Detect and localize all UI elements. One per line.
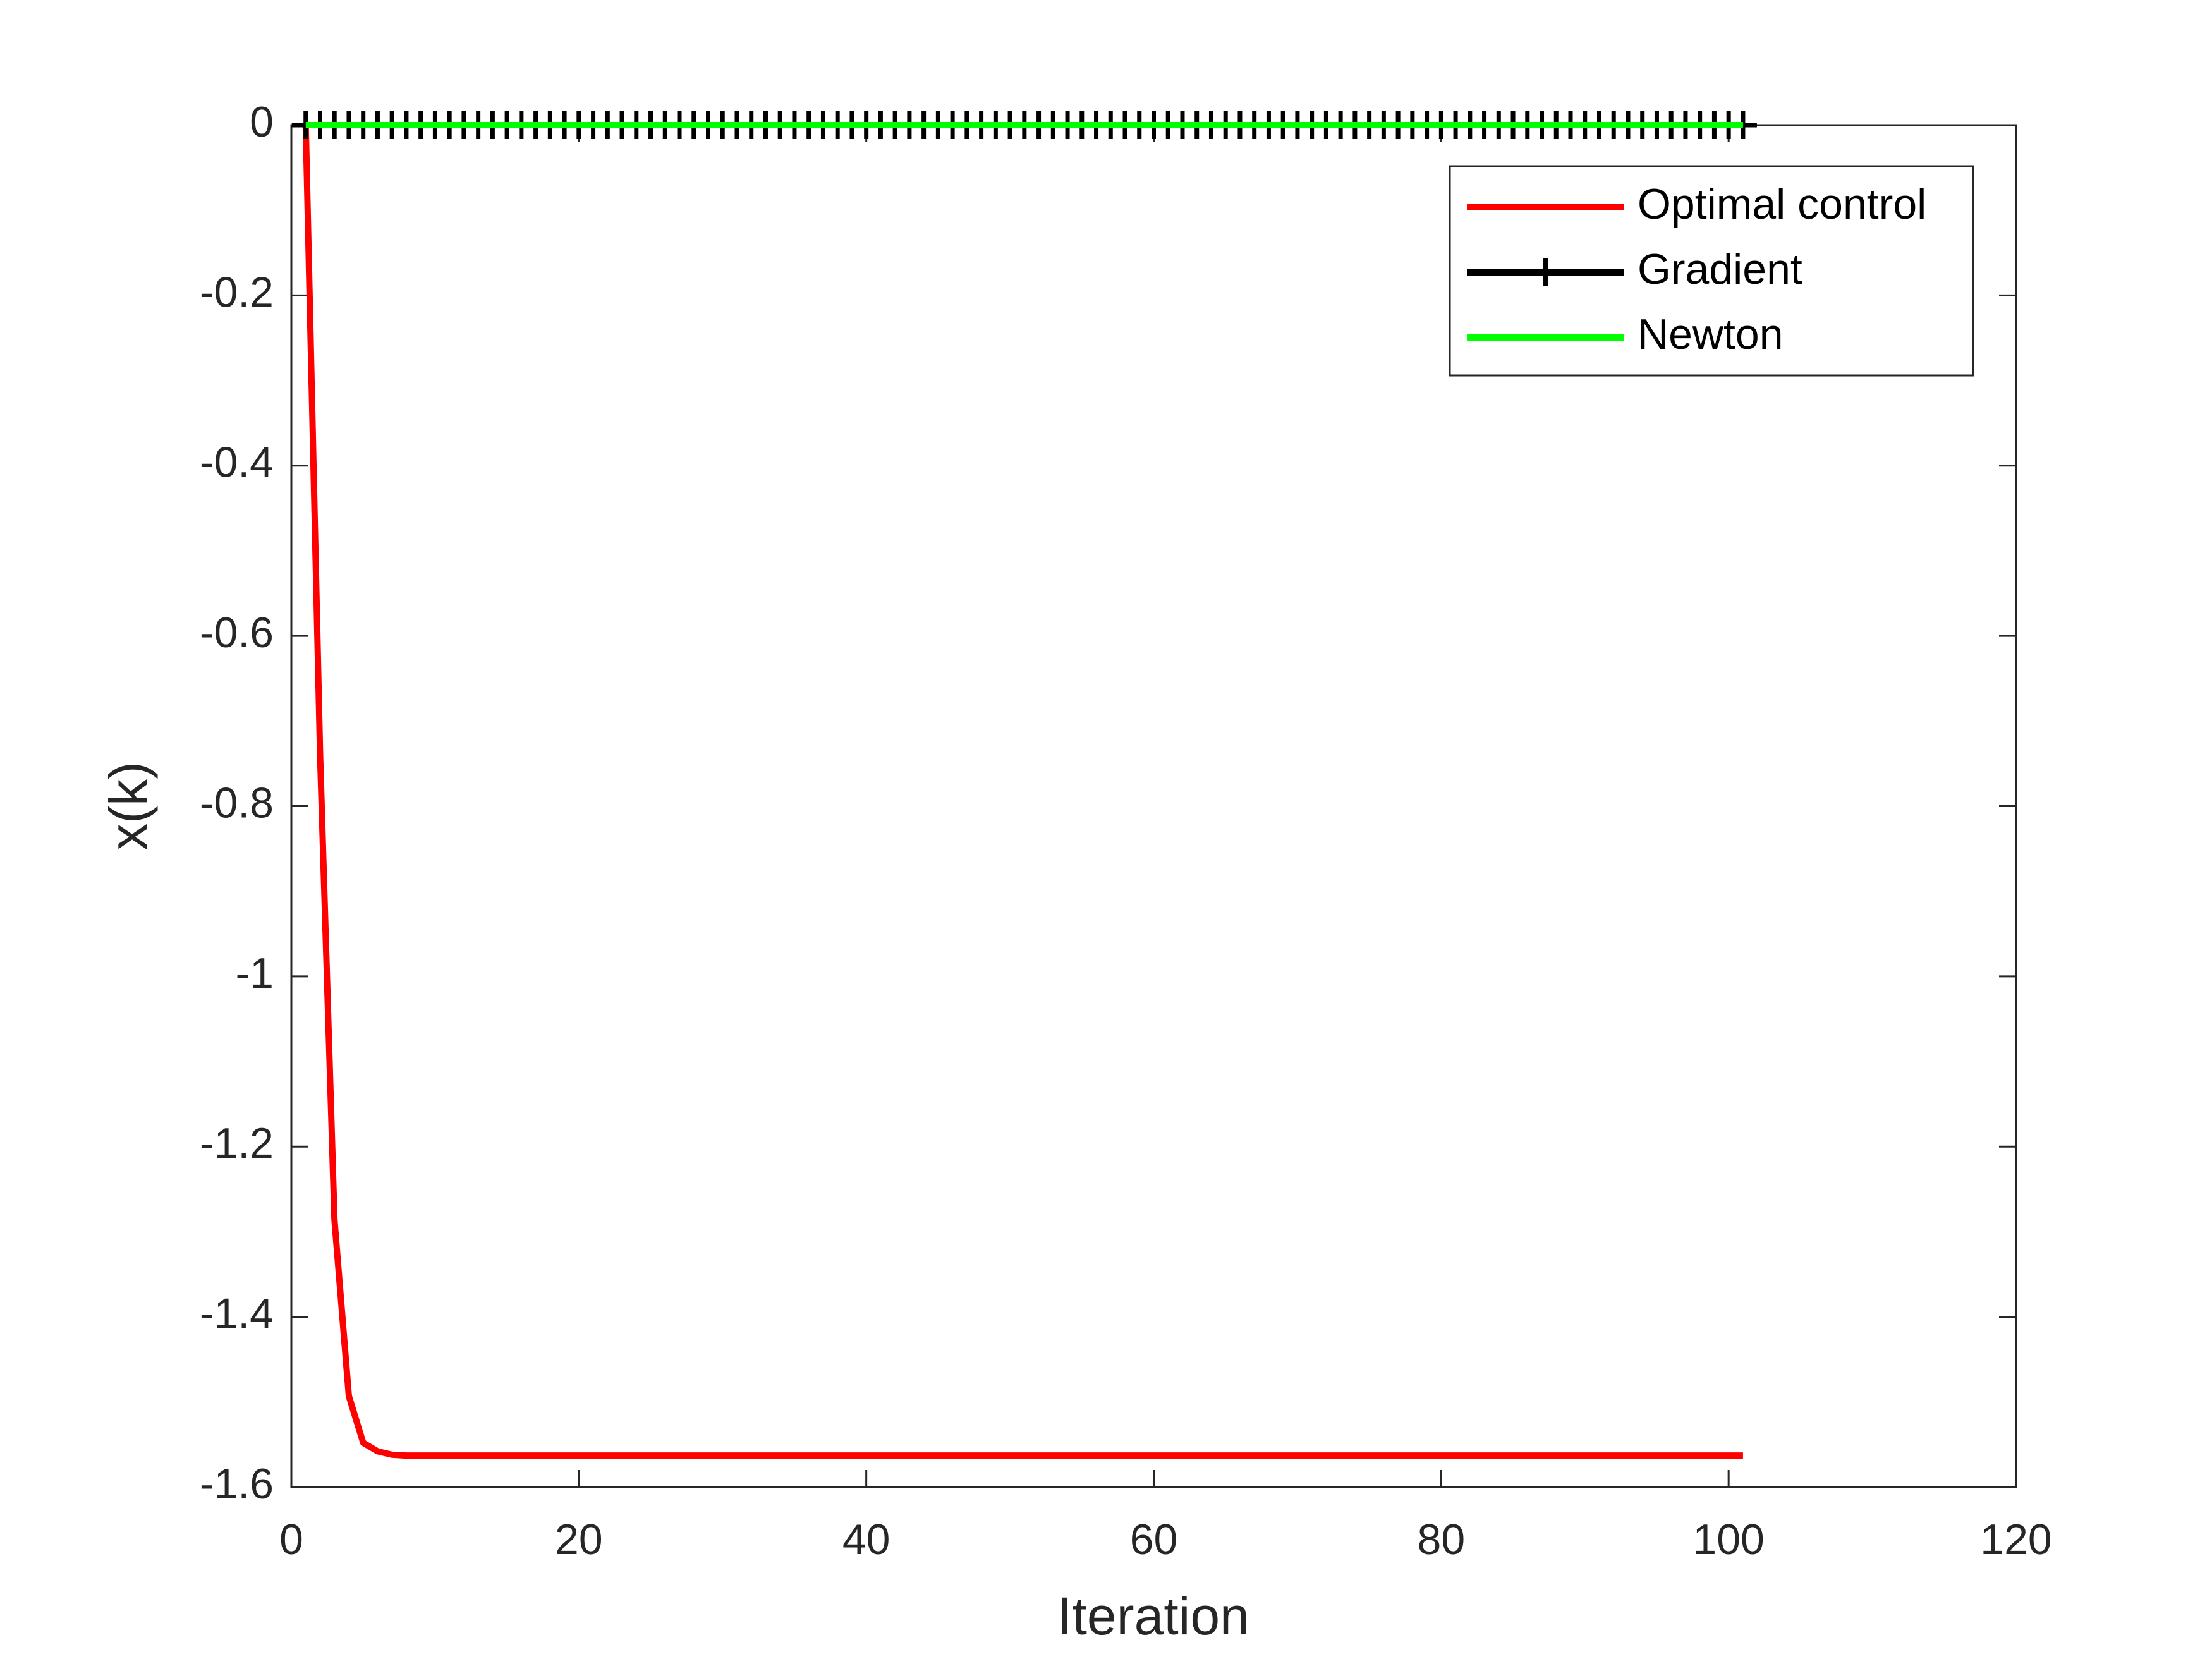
- y-tick-label: -0.8: [200, 779, 274, 827]
- legend-marker: [1531, 258, 1559, 286]
- x-tick-label: 40: [842, 1516, 890, 1564]
- y-tick-label: 0: [250, 98, 274, 146]
- x-tick-label: 20: [555, 1516, 603, 1564]
- y-axis-label: x(k): [99, 762, 158, 850]
- x-tick-label: 60: [1130, 1516, 1178, 1564]
- x-axis-label: Iteration: [1057, 1586, 1249, 1646]
- y-tick-label: -0.2: [200, 268, 274, 316]
- y-tick-label: -0.4: [200, 439, 274, 487]
- y-tick-label: -1: [236, 949, 274, 997]
- series-group: [302, 125, 1743, 1459]
- y-tick-label: -1.6: [200, 1460, 274, 1508]
- data-line: [302, 125, 1743, 1459]
- x-tick-label: 80: [1418, 1516, 1466, 1564]
- x-tick-label: 120: [1980, 1516, 2051, 1564]
- legend-label: Gradient: [1638, 245, 1802, 293]
- legend-label: Optimal control: [1638, 180, 1926, 228]
- y-tick-label: -0.6: [200, 609, 274, 657]
- legend: Optimal control Gradient Newton: [1449, 165, 1974, 377]
- x-tick-label: 100: [1692, 1516, 1764, 1564]
- y-tick-label: -1.4: [200, 1290, 274, 1338]
- legend-label: Newton: [1638, 310, 1784, 358]
- y-tick-label: -1.2: [200, 1119, 274, 1167]
- x-tick-label: 0: [279, 1516, 303, 1564]
